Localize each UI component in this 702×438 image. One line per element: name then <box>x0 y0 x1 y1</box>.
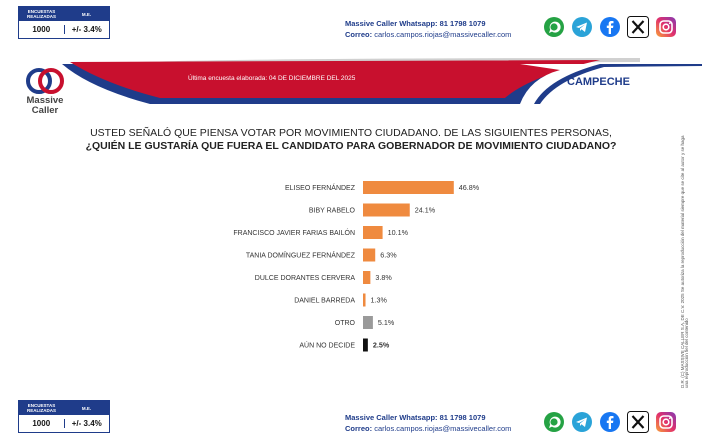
x-icon[interactable] <box>627 16 649 38</box>
state-name: CAMPECHE <box>567 76 630 88</box>
bar-chart: ELISEO FERNÁNDEZ 46.8% BIBY RABELO 24.1% FRA… <box>233 181 480 352</box>
bar <box>363 316 373 329</box>
value-label: 6.3% <box>380 251 397 260</box>
brand-name-line1: Massive <box>26 95 64 106</box>
bar <box>363 203 410 217</box>
social-icons-top <box>543 16 677 38</box>
stats-box-top: ENCUESTAS REALIZADAS M.E. 1000 +/- 3.4% <box>18 6 110 39</box>
category-label: DULCE DORANTES CERVERA <box>255 275 356 282</box>
bar <box>363 226 383 239</box>
value-label: 1.3% <box>371 296 388 305</box>
stats-margin: +/- 3.4% <box>71 25 102 34</box>
category-label: OTRO <box>335 320 356 327</box>
contact-whatsapp: Massive Caller Whatsapp: 81 1798 1079 <box>345 19 486 28</box>
category-label: FRANCISCO JAVIER FARIAS BAILÓN <box>233 228 355 237</box>
massive-caller-logo <box>26 68 64 94</box>
stats-header-samples: ENCUESTAS REALIZADAS <box>27 403 56 413</box>
category-label: AÚN NO DECIDE <box>299 341 355 350</box>
contact-email-line: Correo: carlos.campos.riojas@massivecall… <box>345 423 511 434</box>
contact-email-label: Correo: <box>345 30 373 39</box>
category-label: ELISEO FERNÁNDEZ <box>285 183 356 192</box>
instagram-icon[interactable] <box>655 16 677 38</box>
social-icons-bottom <box>543 411 677 433</box>
brand-name: Massive Caller <box>22 96 68 116</box>
contact-email-label: Correo: <box>345 424 373 433</box>
whatsapp-icon[interactable] <box>543 411 565 433</box>
question-line1: USTED SEÑALÓ QUE PIENSA VOTAR POR MOVIMI… <box>90 127 612 139</box>
bar <box>363 248 376 262</box>
stats-header: ENCUESTAS REALIZADAS M.E. <box>19 401 109 415</box>
facebook-icon[interactable] <box>599 16 621 38</box>
bar <box>363 293 366 307</box>
value-label: 24.1% <box>415 206 436 215</box>
stats-samples: 1000 <box>19 419 65 428</box>
value-label: 5.1% <box>378 318 395 327</box>
bar <box>363 181 454 194</box>
category-label: TANIA DOMÍNGUEZ FERNÁNDEZ <box>246 251 356 260</box>
stats-row: 1000 +/- 3.4% <box>19 21 109 38</box>
contact-whatsapp: Massive Caller Whatsapp: 81 1798 1079 <box>345 413 486 422</box>
contact-bottom: Massive Caller Whatsapp: 81 1798 1079 Co… <box>345 412 511 434</box>
telegram-icon[interactable] <box>571 411 593 433</box>
x-icon[interactable] <box>627 411 649 433</box>
contact-email[interactable]: carlos.campos.riojas@massivecaller.com <box>374 30 512 39</box>
header-banner <box>62 58 702 104</box>
stats-header: ENCUESTAS REALIZADAS M.E. <box>19 7 109 21</box>
instagram-icon[interactable] <box>655 411 677 433</box>
category-label: BIBY RABELO <box>309 208 356 215</box>
whatsapp-icon[interactable] <box>543 16 565 38</box>
contact-top: Massive Caller Whatsapp: 81 1798 1079 Co… <box>345 18 511 40</box>
value-label: 2.5% <box>373 341 390 350</box>
stats-header-margin: M.E. <box>81 11 92 17</box>
category-label: DANIEL BARREDA <box>294 298 355 305</box>
stats-margin: +/- 3.4% <box>71 419 102 428</box>
value-label: 10.1% <box>388 228 409 237</box>
survey-date: Última encuesta elaborada: 04 DE DICIEMB… <box>188 75 356 82</box>
stats-header-samples: ENCUESTAS REALIZADAS <box>27 9 56 19</box>
question-line2: ¿QUIÉN LE GUSTARÍA QUE FUERA EL CANDIDAT… <box>85 140 617 152</box>
bar <box>363 338 368 352</box>
value-label: 46.8% <box>459 183 480 192</box>
stats-samples: 1000 <box>19 25 65 34</box>
contact-email-line: Correo: carlos.campos.riojas@massivecall… <box>345 29 511 40</box>
facebook-icon[interactable] <box>599 411 621 433</box>
brand-name-line2: Caller <box>31 105 59 116</box>
stats-header-margin: M.E. <box>81 405 92 411</box>
contact-email[interactable]: carlos.campos.riojas@massivecaller.com <box>374 424 512 433</box>
stats-box-bottom: ENCUESTAS REALIZADAS M.E. 1000 +/- 3.4% <box>18 400 110 433</box>
telegram-icon[interactable] <box>571 16 593 38</box>
stats-row: 1000 +/- 3.4% <box>19 415 109 432</box>
bar <box>363 271 371 284</box>
value-label: 3.8% <box>375 273 392 282</box>
